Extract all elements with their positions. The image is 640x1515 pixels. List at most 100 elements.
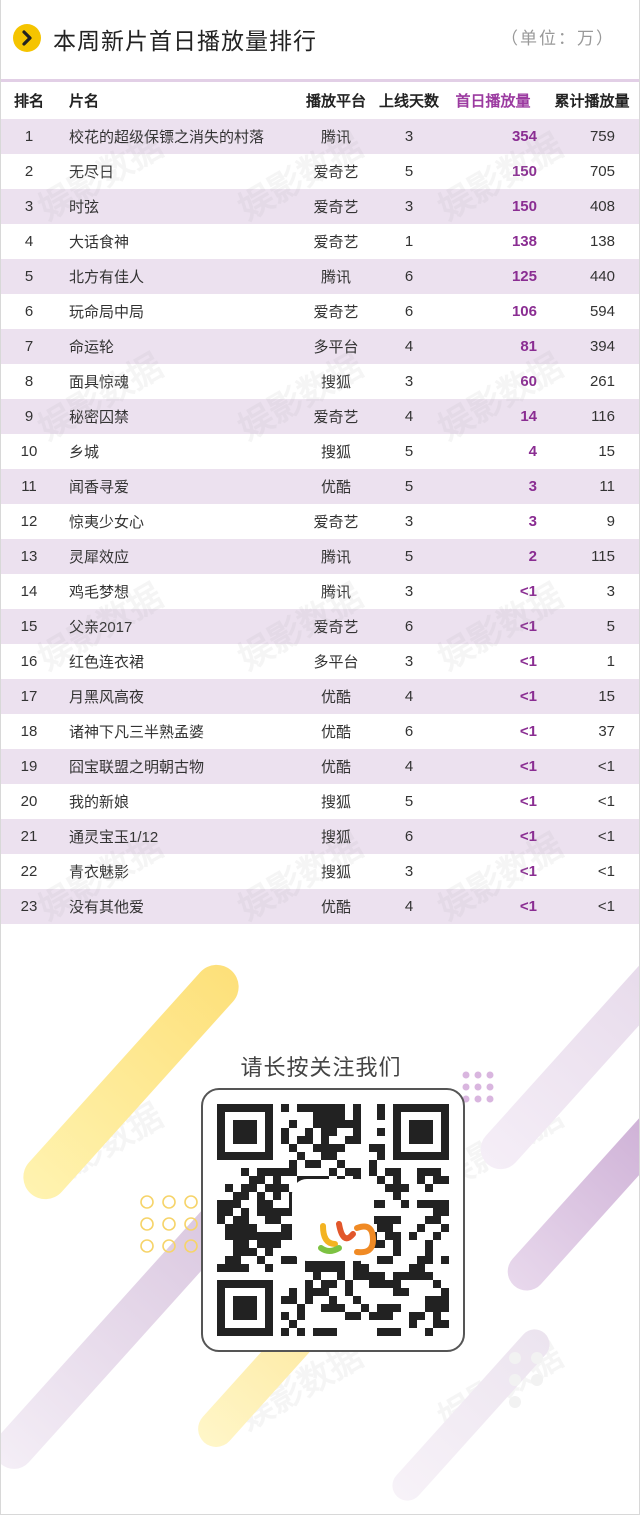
rank-cell: 16 <box>1 644 57 679</box>
column-header-days: 上线天数 <box>378 92 439 110</box>
first-day-cell: 14 <box>443 399 543 434</box>
rank-cell: 9 <box>1 399 57 434</box>
platform-cell: 爱奇艺 <box>297 189 375 224</box>
qr-code-icon <box>217 1104 449 1336</box>
platform-cell: 搜狐 <box>297 784 375 819</box>
platform-cell: 腾讯 <box>297 119 375 154</box>
column-header-first-day: 首日播放量 <box>455 92 531 110</box>
header: 本周新片首日播放量排行 （单位：万） <box>1 0 639 82</box>
table-row: 13 灵犀效应 腾讯 5 2 115 <box>1 539 639 574</box>
table-header-row: 排名 片名 播放平台 上线天数 首日播放量 累计播放量 <box>1 82 639 119</box>
rank-cell: 2 <box>1 154 57 189</box>
days-cell: 5 <box>375 539 443 574</box>
yuying-logo-icon <box>295 1182 377 1258</box>
rank-cell: 20 <box>1 784 57 819</box>
first-day-cell: <1 <box>443 679 543 714</box>
first-day-cell: 2 <box>443 539 543 574</box>
platform-cell: 爱奇艺 <box>297 399 375 434</box>
days-cell: 6 <box>375 819 443 854</box>
footer: 请长按关注我们 <box>1 930 639 1514</box>
platform-cell: 爱奇艺 <box>297 504 375 539</box>
follow-us-text: 请长按关注我们 <box>240 1056 402 1081</box>
title-cell: 月黑风高夜 <box>57 679 297 714</box>
title-cell: 无尽日 <box>57 154 297 189</box>
table-row: 1 校花的超级保镖之消失的村落 腾讯 3 354 759 <box>1 119 639 154</box>
first-day-cell: <1 <box>443 819 543 854</box>
table-row: 17 月黑风高夜 优酷 4 <1 15 <box>1 679 639 714</box>
total-cell: 11 <box>543 469 639 504</box>
unit-label: （单位：万） <box>501 29 615 49</box>
rank-cell: 5 <box>1 259 57 294</box>
table-row: 8 面具惊魂 搜狐 3 60 261 <box>1 364 639 399</box>
title-cell: 诸神下凡三半熟孟婆 <box>57 714 297 749</box>
first-day-cell: <1 <box>443 889 543 924</box>
first-day-cell: <1 <box>443 574 543 609</box>
platform-cell: 爱奇艺 <box>297 224 375 259</box>
days-cell: 3 <box>375 854 443 889</box>
rank-cell: 17 <box>1 679 57 714</box>
table-row: 9 秘密囚禁 爱奇艺 4 14 116 <box>1 399 639 434</box>
platform-cell: 优酷 <box>297 889 375 924</box>
column-header-rank: 排名 <box>13 92 44 110</box>
table-row: 15 父亲2017 爱奇艺 6 <1 5 <box>1 609 639 644</box>
page-title: 本周新片首日播放量排行 <box>53 29 317 55</box>
decor-dots <box>462 1071 494 1103</box>
first-day-cell: 354 <box>443 119 543 154</box>
days-cell: 4 <box>375 749 443 784</box>
first-day-cell: <1 <box>443 714 543 749</box>
table-row: 14 鸡毛梦想 腾讯 3 <1 3 <box>1 574 639 609</box>
rank-cell: 12 <box>1 504 57 539</box>
table-row: 12 惊夷少女心 爱奇艺 3 3 9 <box>1 504 639 539</box>
first-day-cell: <1 <box>443 854 543 889</box>
table-row: 18 诸神下凡三半熟孟婆 优酷 6 <1 37 <box>1 714 639 749</box>
table-row: 6 玩命局中局 爱奇艺 6 106 594 <box>1 294 639 329</box>
title-cell: 秘密囚禁 <box>57 399 297 434</box>
title-cell: 校花的超级保镖之消失的村落 <box>57 119 297 154</box>
title-cell: 北方有佳人 <box>57 259 297 294</box>
days-cell: 4 <box>375 679 443 714</box>
total-cell: 15 <box>543 679 639 714</box>
title-cell: 时弦 <box>57 189 297 224</box>
platform-cell: 搜狐 <box>297 434 375 469</box>
title-cell: 囧宝联盟之明朝古物 <box>57 749 297 784</box>
decor-dots <box>140 1195 198 1253</box>
title-cell: 灵犀效应 <box>57 539 297 574</box>
days-cell: 5 <box>375 154 443 189</box>
title-cell: 命运轮 <box>57 329 297 364</box>
days-cell: 5 <box>375 784 443 819</box>
total-cell: 3 <box>543 574 639 609</box>
total-cell: 759 <box>543 119 639 154</box>
rank-cell: 13 <box>1 539 57 574</box>
days-cell: 6 <box>375 714 443 749</box>
days-cell: 6 <box>375 609 443 644</box>
title-cell: 没有其他爱 <box>57 889 297 924</box>
title-cell: 乡城 <box>57 434 297 469</box>
title-cell: 父亲2017 <box>57 609 297 644</box>
days-cell: 3 <box>375 189 443 224</box>
total-cell: 116 <box>543 399 639 434</box>
platform-cell: 多平台 <box>297 329 375 364</box>
platform-cell: 搜狐 <box>297 364 375 399</box>
table-row: 4 大话食神 爱奇艺 1 138 138 <box>1 224 639 259</box>
table-row: 20 我的新娘 搜狐 5 <1 <1 <box>1 784 639 819</box>
rank-cell: 18 <box>1 714 57 749</box>
column-header-title: 片名 <box>69 92 100 110</box>
total-cell: <1 <box>543 749 639 784</box>
days-cell: 1 <box>375 224 443 259</box>
first-day-cell: 138 <box>443 224 543 259</box>
total-cell: 705 <box>543 154 639 189</box>
days-cell: 4 <box>375 889 443 924</box>
table-row: 16 红色连衣裙 多平台 3 <1 1 <box>1 644 639 679</box>
days-cell: 5 <box>375 434 443 469</box>
platform-cell: 优酷 <box>297 749 375 784</box>
platform-cell: 爱奇艺 <box>297 154 375 189</box>
table-body: 1 校花的超级保镖之消失的村落 腾讯 3 354 759 2 无尽日 爱奇艺 5 150 705 3 时弦… <box>1 119 639 924</box>
first-day-cell: 60 <box>443 364 543 399</box>
platform-cell: 腾讯 <box>297 539 375 574</box>
platform-cell: 腾讯 <box>297 259 375 294</box>
title-cell: 闻香寻爱 <box>57 469 297 504</box>
rank-cell: 23 <box>1 889 57 924</box>
rank-cell: 15 <box>1 609 57 644</box>
qr-code[interactable] <box>201 1088 465 1352</box>
total-cell: <1 <box>543 854 639 889</box>
